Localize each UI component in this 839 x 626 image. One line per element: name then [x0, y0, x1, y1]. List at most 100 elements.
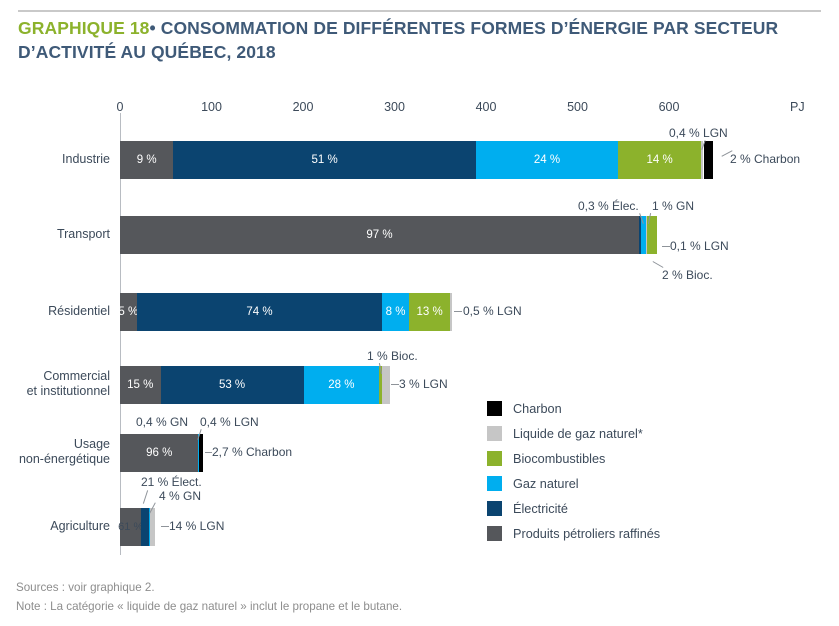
callout-usage-charbon: 2,7 % Charbon [212, 445, 293, 459]
segment-electricite: 53 % [160, 366, 304, 404]
segment-petroliers: 15 % [120, 366, 161, 404]
category-note: Note : La catégorie « liquide de gaz nat… [16, 600, 403, 613]
leader-line [142, 490, 149, 504]
callout-transport-elec: 0,3 % Élec. [578, 199, 639, 213]
callout-agriculture-elec: 21 % Élect. [141, 475, 202, 489]
legend-label: Biocombustibles [513, 451, 606, 466]
legend-label: Produits pétroliers raffinés [513, 526, 661, 541]
segment-biocombustibles: 13 % [408, 293, 451, 331]
legend-item-lgn: Liquide de gaz naturel* [487, 421, 660, 446]
x-tick-500: 500 [567, 100, 588, 114]
legend-item-biocombustibles: Biocombustibles [487, 446, 660, 471]
segment-gaz-naturel: 8 % [382, 293, 409, 331]
callout-usage-lgn: 0,4 % LGN [200, 415, 259, 429]
segment-lgn [450, 293, 452, 331]
callout-agriculture-gn: 4 % GN [159, 489, 202, 503]
bar-transport: 97 % [120, 216, 658, 254]
bar-commercial: 15 % 53 % 28 % [120, 366, 390, 404]
callout-transport-lgn: 0,1 % LGN [670, 239, 729, 253]
segment-petroliers: 5 % [118, 293, 138, 331]
x-tick-0: 0 [116, 100, 124, 114]
segment-electricite: 51 % [173, 141, 476, 179]
segment-electricite [141, 508, 149, 546]
legend-swatch-icon [487, 501, 502, 516]
legend-label: Charbon [513, 401, 562, 416]
bar-residentiel: 5 % 74 % 8 % 13 % [118, 293, 452, 331]
segment-lgn [646, 216, 647, 254]
row-label-residentiel: Résidentiel [48, 304, 110, 318]
leader-line [391, 384, 399, 385]
legend-label: Gaz naturel [513, 476, 579, 491]
x-axis-unit-label: PJ [790, 100, 805, 114]
legend-swatch-icon [487, 426, 502, 441]
table-row: Industrie 9 % 51 % 24 % 14 % 0,4 % LGN 2… [0, 126, 839, 179]
table-row: Agriculture 61 % 21 % Élect. 4 % GN 14 %… [0, 475, 839, 546]
callout-industrie-charbon: 2 % Charbon [730, 152, 801, 166]
leader-line [205, 452, 212, 453]
bar-agriculture: 61 % [118, 508, 155, 546]
segment-lgn [150, 508, 155, 546]
segment-biocombustibles [379, 366, 382, 404]
segment-petroliers: 96 % [120, 434, 199, 472]
segment-petroliers: 61 % [118, 508, 143, 546]
callout-commercial-bioc: 1 % Bioc. [367, 349, 418, 363]
segment-petroliers: 9 % [120, 141, 174, 179]
leader-line [652, 261, 664, 268]
segment-gaz-naturel: 24 % [475, 141, 619, 179]
legend-label: Liquide de gaz naturel* [513, 426, 643, 441]
legend-swatch-icon [487, 526, 502, 541]
title-bullet: • [149, 18, 156, 38]
segment-electricite: 74 % [136, 293, 383, 331]
callout-transport-gn: 1 % GN [652, 199, 695, 213]
segment-lgn [701, 141, 704, 179]
legend-item-gaz-naturel: Gaz naturel [487, 471, 660, 496]
x-tick-300: 300 [384, 100, 405, 114]
graph-number-label: GRAPHIQUE 18 [18, 18, 150, 38]
leader-line [161, 526, 169, 527]
callout-usage-gn: 0,4 % GN [136, 415, 189, 429]
table-row: Usage non-énergétique 96 % 0,4 % GN 0,4 … [0, 415, 839, 472]
segment-lgn [381, 366, 390, 404]
legend-swatch-icon [487, 401, 502, 416]
segment-petroliers: 97 % [120, 216, 639, 254]
table-row: Transport 97 % 0,3 % Élec. 1 % GN 0,1 % … [0, 199, 839, 282]
y-axis-line [120, 113, 121, 555]
callout-industrie-lgn: 0,4 % LGN [669, 126, 728, 140]
bar-usage-non-energetique: 96 % [120, 434, 203, 472]
chart-legend: Charbon Liquide de gaz naturel* Biocombu… [487, 396, 660, 546]
sources-note: Sources : voir graphique 2. [16, 581, 155, 594]
segment-charbon [703, 141, 713, 179]
segment-charbon [199, 434, 203, 472]
legend-label: Électricité [513, 501, 568, 516]
row-label-industrie: Industrie [62, 152, 110, 166]
callout-residentiel-lgn: 0,5 % LGN [463, 304, 522, 318]
row-label-usage-non-energetique: Usage non-énergétique [18, 437, 110, 466]
segment-electricite [639, 216, 641, 254]
segment-gaz-naturel [640, 216, 646, 254]
legend-item-electricite: Électricité [487, 496, 660, 521]
callout-commercial-lgn: 3 % LGN [399, 377, 448, 391]
table-row: Résidentiel 5 % 74 % 8 % 13 % 0,5 % LGN [0, 293, 839, 331]
bar-industrie: 9 % 51 % 24 % 14 % [120, 141, 713, 179]
segment-gaz-naturel [148, 508, 151, 546]
callout-transport-bioc: 2 % Bioc. [662, 268, 713, 282]
title-divider [18, 10, 821, 12]
x-tick-600: 600 [658, 100, 680, 114]
chart-footnotes: Sources : voir graphique 2. Note : La ca… [16, 578, 402, 616]
leader-line [454, 311, 462, 312]
x-tick-400: 400 [475, 100, 497, 114]
row-label-agriculture: Agriculture [50, 519, 110, 533]
x-tick-100: 100 [201, 100, 222, 114]
legend-swatch-icon [487, 451, 502, 466]
page-title: GRAPHIQUE 18• CONSOMMATION DE DIFFÉRENTE… [18, 16, 808, 64]
legend-swatch-icon [487, 476, 502, 491]
title-text: CONSOMMATION DE DIFFÉRENTES FORMES D’ÉNE… [18, 18, 779, 62]
row-label-commercial: Commercial et institutionnel [26, 369, 110, 398]
x-tick-200: 200 [292, 100, 314, 114]
segment-biocombustibles [646, 216, 658, 254]
legend-item-charbon: Charbon [487, 396, 660, 421]
segment-gaz-naturel: 28 % [303, 366, 380, 404]
row-label-transport: Transport [56, 227, 110, 241]
leader-line [662, 246, 670, 247]
